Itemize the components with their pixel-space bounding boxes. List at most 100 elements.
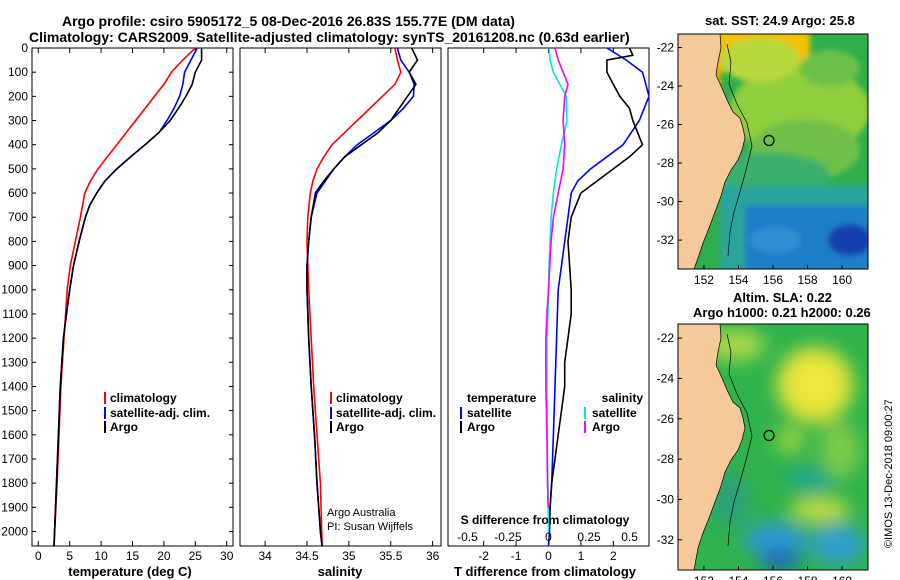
lon-tick-label: 158 (798, 273, 818, 287)
difference-series (545, 48, 649, 546)
legend-satellite-swatch (330, 407, 332, 419)
y-tick-label: 1300 (1, 355, 28, 369)
difference-xlabel-temperature: T difference from climatology (454, 564, 637, 579)
y-tick-label: 1000 (1, 283, 28, 297)
sla-land (678, 324, 753, 570)
lat-tick-label: -26 (657, 412, 675, 426)
x-tick-label: 2 (610, 549, 617, 563)
x-tick-label: 0 (35, 549, 42, 563)
timestamp: ©IMOS 13-Dec-2018 09:00:27 (883, 399, 895, 548)
argo-float-marker (763, 134, 775, 147)
x-tick-label: 0 (545, 549, 552, 563)
temperature-legend: climatology satellite-adj. clim. Argo (104, 391, 210, 434)
temperature-xlabel: temperature (deg C) (68, 564, 192, 579)
salinity-legend: climatology satellite-adj. clim. Argo (330, 391, 436, 434)
credit-line-1: Argo Australia (327, 507, 396, 519)
x-tick-label: 35.5 (379, 549, 403, 563)
y-tick-label: 800 (8, 234, 28, 248)
temperature-ticks: 0 5 10 15 20 25 30 (32, 47, 234, 563)
series-line-temperature-argo (548, 48, 644, 532)
legend-climatology-swatch (330, 392, 332, 404)
salinity-diff-tick-label: -0.5 (457, 530, 478, 544)
y-tick-label: 400 (8, 138, 28, 152)
legend-satellite-label: satellite-adj. clim. (110, 406, 210, 420)
sst-map: 152 154 156 158 160 -22 -24 -26 -28 -30 -32 (657, 33, 869, 287)
lat-tick-label: -22 (657, 331, 675, 345)
y-tick-label: 100 (8, 65, 28, 79)
x-tick-label: 15 (126, 549, 140, 563)
title-line-2: Climatology: CARS2009. Satellite-adjuste… (29, 29, 630, 45)
sla-map: 152 154 156 158 160 -22 -24 -26 -28 -30 -32 (657, 323, 869, 580)
lon-tick-label: 154 (728, 574, 748, 580)
sla-field (705, 329, 866, 570)
sla-map-ticks: 152 154 156 158 160 -22 -24 -26 -28 -30 -32 (657, 331, 853, 580)
legend-temp-satellite-swatch (460, 407, 462, 419)
y-tick-label: 600 (8, 186, 28, 200)
lat-tick-label: -22 (657, 40, 675, 54)
lat-tick-label: -24 (657, 371, 675, 385)
temperature-series (53, 48, 203, 546)
credit-line-2: PI: Susan Wijffels (327, 521, 413, 533)
salinity-diff-tick-label: 0.5 (621, 530, 638, 544)
lon-tick-label: 152 (694, 273, 714, 287)
x-tick-label: 25 (189, 549, 203, 563)
legend-sal-argo-label: Argo (592, 420, 620, 434)
legend-sal-satellite-swatch (584, 407, 586, 419)
sla-map-title-1: Altim. SLA: 0.22 (733, 290, 832, 305)
lon-tick-label: 152 (694, 574, 714, 580)
x-tick-label: 10 (94, 549, 108, 563)
lat-tick-label: -32 (657, 233, 675, 247)
y-tick-label: 1900 (1, 500, 28, 514)
depth-axis-tick-labels: 0 100 200 300 400 500 600 700 800 900 1000 1100 1200… (1, 41, 28, 538)
y-tick-label: 2000 (1, 524, 28, 538)
salinity-diff-tick-label: -0.25 (494, 530, 522, 544)
legend-climatology-swatch (104, 392, 106, 404)
lon-tick-label: 160 (832, 273, 852, 287)
y-tick-label: 0 (21, 41, 28, 55)
sla-map-title-2: Argo h1000: 0.21 h2000: 0.26 (693, 305, 871, 320)
legend-salinity-heading: salinity (602, 391, 644, 405)
lon-tick-label: 158 (798, 574, 818, 580)
salinity-xlabel: salinity (318, 564, 364, 579)
y-tick-label: 1100 (2, 307, 28, 321)
x-tick-label: -1 (511, 549, 522, 563)
x-tick-label: 34.5 (295, 549, 319, 563)
lat-tick-label: -30 (657, 492, 675, 506)
y-tick-label: 500 (8, 162, 28, 176)
legend-argo-label: Argo (110, 420, 138, 434)
y-tick-label: 200 (8, 89, 28, 103)
x-tick-label: 34 (258, 549, 272, 563)
legend-temp-satellite-label: satellite (467, 406, 512, 420)
legend-temp-argo-swatch (460, 421, 462, 433)
legend-satellite-label: satellite-adj. clim. (336, 406, 436, 420)
lon-tick-label: 156 (763, 574, 783, 580)
legend-climatology-label: climatology (336, 391, 403, 405)
salinity-panel: 34 34.5 35 35.5 36 salinity climatology sate… (239, 47, 442, 579)
difference-panel: -2 -1 0 1 2 T difference from climatology S … (447, 47, 650, 579)
series-line-climatology (306, 48, 402, 546)
legend-sal-satellite-label: satellite (592, 406, 637, 420)
series-line-salinity-argo (545, 48, 569, 508)
lat-tick-label: -28 (657, 156, 675, 170)
y-tick-label: 900 (8, 259, 28, 273)
title-line-1: Argo profile: csiro 5905172_5 08-Dec-201… (62, 13, 515, 29)
x-tick-label: 1 (578, 549, 585, 563)
salinity-ticks: 34 34.5 35 35.5 36 (258, 48, 440, 563)
temperature-plot-frame (31, 47, 234, 547)
salinity-diff-tick-label: 0 (545, 530, 552, 544)
lat-tick-label: -26 (657, 118, 675, 132)
y-tick-label: 1700 (1, 452, 28, 466)
temperature-panel: 0 5 10 15 20 25 30 temperature (deg C) climato… (31, 47, 234, 579)
x-tick-label: 30 (220, 549, 234, 563)
sst-land (678, 34, 753, 269)
legend-temp-argo-label: Argo (467, 420, 495, 434)
lon-tick-label: 154 (728, 273, 748, 287)
legend-argo-swatch (104, 421, 106, 433)
y-tick-label: 1800 (1, 476, 28, 490)
difference-legend: temperature satellite Argo salinity sate… (460, 391, 643, 434)
x-tick-label: 36 (426, 549, 440, 563)
series-line-temperature-satellite (547, 48, 649, 546)
lat-tick-label: -30 (657, 195, 675, 209)
sst-map-ticks: 152 154 156 158 160 -22 -24 -26 -28 -30 -32 (657, 40, 853, 287)
